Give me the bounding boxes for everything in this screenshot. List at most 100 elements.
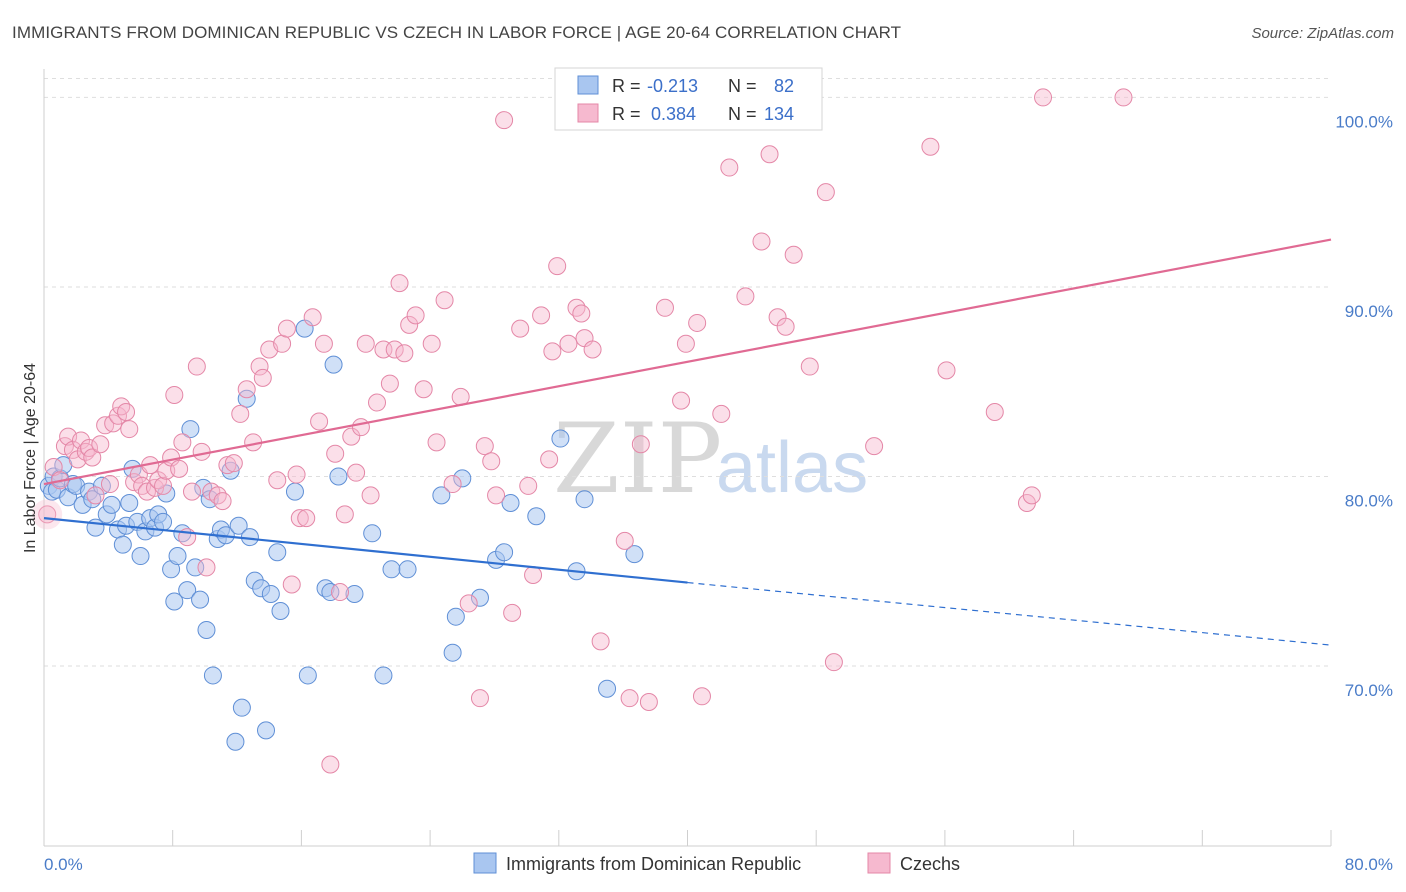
data-point-czech	[253, 368, 272, 387]
legend-n-label-1: N =	[728, 76, 757, 96]
data-point-czech	[80, 439, 99, 458]
data-point-czech	[183, 482, 202, 501]
data-point-czech	[173, 433, 192, 452]
data-point-dominican	[178, 581, 197, 600]
data-point-dominican	[495, 543, 514, 562]
data-point-dominican	[226, 732, 245, 751]
data-point-czech	[865, 437, 884, 456]
data-point-czech	[752, 232, 771, 251]
y-tick-label: 70.0%	[1345, 681, 1393, 700]
legend-r-value-1: -0.213	[647, 76, 698, 96]
data-point-dominican	[345, 584, 364, 603]
bottom-legend-swatch-dominican	[473, 852, 497, 874]
trend-line-czech	[43, 238, 1332, 486]
data-point-dominican	[261, 584, 280, 603]
data-point-czech	[459, 594, 478, 613]
data-point-dominican	[453, 469, 472, 488]
watermark: ZIP atlas	[553, 403, 868, 515]
data-point-czech	[567, 298, 586, 317]
data-point-dominican	[551, 429, 570, 448]
legend-n-value-2: 134	[764, 104, 794, 124]
data-point-dominican	[165, 592, 184, 611]
data-point-czech	[524, 565, 543, 584]
data-point-dominican	[197, 620, 216, 639]
data-point-dominican	[432, 486, 451, 505]
data-point-dominican	[271, 602, 290, 621]
data-point-dominican	[324, 355, 343, 374]
data-point-czech	[100, 475, 119, 494]
data-point-czech	[86, 486, 105, 505]
data-point-czech	[303, 308, 322, 327]
data-point-czech	[712, 404, 731, 423]
data-point-czech	[91, 435, 110, 454]
data-point-czech	[1034, 88, 1053, 107]
data-point-czech	[400, 315, 419, 334]
data-point-czech	[532, 306, 551, 325]
data-point-czech	[282, 575, 301, 594]
data-point-czech	[676, 334, 695, 353]
data-point-czech	[482, 452, 501, 471]
y-tick-labels: 70.0% 80.0% 90.0% 100.0%	[1335, 112, 1393, 700]
series-dominican-points	[39, 319, 644, 751]
data-point-czech	[351, 418, 370, 437]
data-point-dominican	[257, 721, 276, 740]
y-tick-label: 80.0%	[1345, 491, 1393, 510]
data-point-czech	[250, 357, 269, 376]
data-point-czech	[231, 404, 250, 423]
data-point-czech	[615, 531, 634, 550]
legend-box: R = -0.213 N = 82 R = 0.384 N = 134	[554, 67, 823, 131]
axes	[43, 69, 1332, 847]
series-czech-points	[32, 88, 1133, 774]
data-point-dominican	[168, 547, 187, 566]
data-point-czech	[287, 465, 306, 484]
data-point-czech	[368, 393, 387, 412]
data-point-dominican	[102, 495, 121, 514]
legend-n-label-2: N =	[728, 104, 757, 124]
data-point-czech	[655, 298, 674, 317]
data-point-dominican	[598, 679, 617, 698]
trend-line-dominican-extension	[687, 581, 1332, 646]
data-point-czech	[120, 420, 139, 439]
data-point-czech	[559, 334, 578, 353]
data-point-czech	[154, 476, 173, 495]
data-point-czech	[760, 145, 779, 164]
trend-line-dominican	[43, 517, 688, 584]
trend-lines	[43, 238, 1332, 646]
data-point-czech	[326, 444, 345, 463]
data-point-czech	[475, 437, 494, 456]
chart-title: IMMIGRANTS FROM DOMINICAN REPUBLIC VS CZ…	[12, 23, 902, 42]
data-point-dominican	[298, 666, 317, 685]
data-point-dominican	[398, 560, 417, 579]
data-point-czech	[197, 558, 216, 577]
data-point-czech	[583, 340, 602, 359]
data-point-dominican	[154, 512, 173, 531]
data-point-czech	[470, 689, 489, 708]
data-point-dominican	[527, 507, 546, 526]
legend-swatch-dominican	[577, 75, 599, 95]
data-point-czech-cluster	[32, 499, 63, 530]
data-point-czech	[213, 492, 232, 511]
data-point-czech	[1022, 486, 1041, 505]
bottom-legend-label-czech: Czechs	[900, 854, 960, 874]
data-point-czech	[639, 692, 658, 711]
data-point-dominican	[470, 588, 489, 607]
data-point-dominican	[625, 545, 644, 564]
data-point-czech	[192, 442, 211, 461]
data-point-czech	[170, 459, 189, 478]
data-point-czech	[208, 486, 227, 505]
source-credit: Source: ZipAtlas.com	[1251, 25, 1394, 42]
data-point-dominican	[232, 698, 251, 717]
data-point-czech	[321, 755, 340, 774]
data-point-czech	[824, 653, 843, 672]
data-point-dominican	[382, 560, 401, 579]
data-point-dominican	[321, 583, 340, 602]
data-point-dominican	[575, 490, 594, 509]
data-point-czech	[736, 287, 755, 306]
data-point-dominican	[131, 547, 150, 566]
data-point-dominican	[113, 535, 132, 554]
data-point-czech	[297, 509, 316, 528]
y-axis-label: In Labor Force | Age 20-64	[22, 363, 39, 553]
data-point-czech	[692, 687, 711, 706]
data-point-dominican	[501, 493, 520, 512]
